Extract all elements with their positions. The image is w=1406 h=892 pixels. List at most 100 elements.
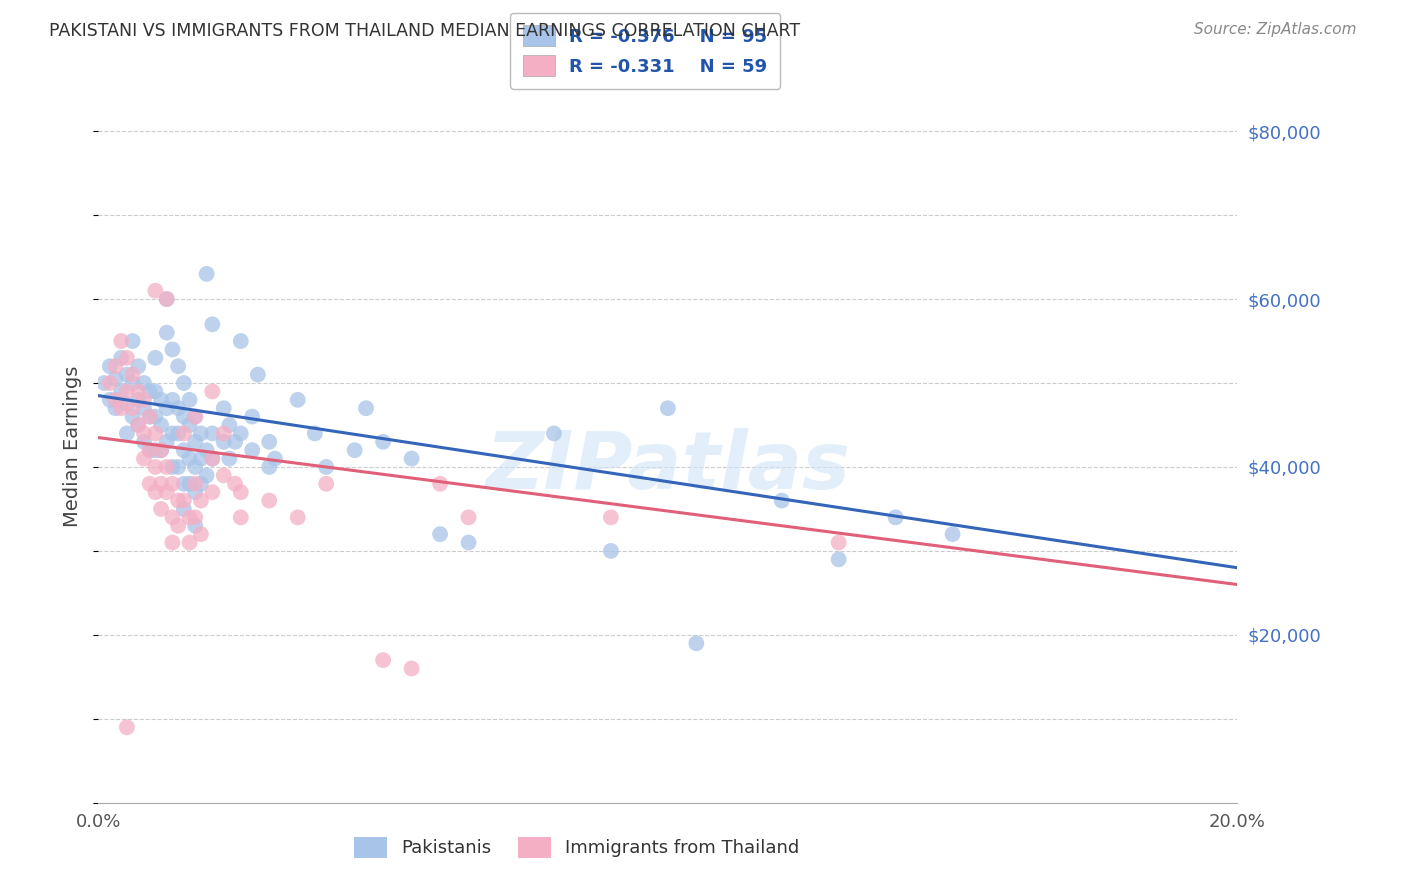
Point bbox=[156, 292, 179, 306]
Point bbox=[173, 493, 195, 508]
Point bbox=[110, 351, 132, 365]
Point bbox=[429, 527, 451, 541]
Point bbox=[884, 510, 907, 524]
Point bbox=[138, 443, 160, 458]
Point bbox=[145, 351, 167, 365]
Point bbox=[104, 372, 127, 386]
Point bbox=[167, 493, 190, 508]
Point bbox=[173, 476, 195, 491]
Point bbox=[229, 426, 252, 441]
Point bbox=[138, 476, 160, 491]
Point bbox=[246, 368, 269, 382]
Point bbox=[343, 443, 366, 458]
Point bbox=[115, 351, 138, 365]
Point bbox=[145, 485, 167, 500]
Point bbox=[685, 636, 707, 650]
Point bbox=[195, 468, 218, 483]
Point bbox=[600, 544, 623, 558]
Point bbox=[138, 409, 160, 424]
Point bbox=[173, 502, 195, 516]
Point bbox=[240, 443, 263, 458]
Point bbox=[942, 527, 965, 541]
Point bbox=[167, 401, 190, 416]
Point bbox=[401, 451, 423, 466]
Point bbox=[212, 468, 235, 483]
Point bbox=[167, 518, 190, 533]
Point bbox=[98, 392, 121, 407]
Point bbox=[401, 661, 423, 675]
Point bbox=[173, 376, 195, 390]
Point bbox=[184, 476, 207, 491]
Point bbox=[98, 376, 121, 390]
Point bbox=[315, 476, 337, 491]
Point bbox=[224, 476, 246, 491]
Text: Source: ZipAtlas.com: Source: ZipAtlas.com bbox=[1194, 22, 1357, 37]
Point bbox=[150, 502, 173, 516]
Point bbox=[167, 426, 190, 441]
Point bbox=[121, 401, 143, 416]
Point bbox=[138, 384, 160, 399]
Point bbox=[121, 334, 143, 348]
Point bbox=[179, 535, 201, 549]
Point bbox=[184, 485, 207, 500]
Point bbox=[240, 409, 263, 424]
Point bbox=[115, 426, 138, 441]
Point bbox=[115, 397, 138, 411]
Point bbox=[110, 401, 132, 416]
Point bbox=[287, 510, 309, 524]
Point bbox=[657, 401, 679, 416]
Point bbox=[127, 417, 149, 432]
Text: PAKISTANI VS IMMIGRANTS FROM THAILAND MEDIAN EARNINGS CORRELATION CHART: PAKISTANI VS IMMIGRANTS FROM THAILAND ME… bbox=[49, 22, 800, 40]
Point bbox=[828, 535, 851, 549]
Point bbox=[156, 326, 179, 340]
Point bbox=[104, 359, 127, 374]
Point bbox=[218, 451, 240, 466]
Point bbox=[190, 426, 212, 441]
Point bbox=[190, 451, 212, 466]
Point bbox=[150, 392, 173, 407]
Point bbox=[184, 460, 207, 475]
Point bbox=[373, 434, 395, 449]
Point bbox=[132, 434, 155, 449]
Point bbox=[162, 535, 184, 549]
Point bbox=[162, 510, 184, 524]
Point bbox=[190, 476, 212, 491]
Point bbox=[145, 460, 167, 475]
Point bbox=[173, 443, 195, 458]
Point bbox=[162, 476, 184, 491]
Point bbox=[201, 485, 224, 500]
Point bbox=[156, 292, 179, 306]
Legend: Pakistanis, Immigrants from Thailand: Pakistanis, Immigrants from Thailand bbox=[347, 830, 807, 865]
Point bbox=[121, 376, 143, 390]
Point bbox=[184, 434, 207, 449]
Point bbox=[145, 443, 167, 458]
Point bbox=[110, 334, 132, 348]
Point bbox=[184, 518, 207, 533]
Point bbox=[156, 434, 179, 449]
Point bbox=[201, 451, 224, 466]
Point bbox=[138, 443, 160, 458]
Point bbox=[201, 426, 224, 441]
Point bbox=[127, 384, 149, 399]
Point bbox=[224, 434, 246, 449]
Point bbox=[218, 417, 240, 432]
Point bbox=[162, 343, 184, 357]
Point bbox=[179, 451, 201, 466]
Point bbox=[132, 451, 155, 466]
Point bbox=[132, 392, 155, 407]
Point bbox=[543, 426, 565, 441]
Point bbox=[127, 359, 149, 374]
Point bbox=[212, 401, 235, 416]
Point bbox=[184, 510, 207, 524]
Point bbox=[156, 485, 179, 500]
Point bbox=[150, 417, 173, 432]
Point bbox=[190, 493, 212, 508]
Point bbox=[195, 443, 218, 458]
Point bbox=[115, 384, 138, 399]
Point bbox=[93, 376, 115, 390]
Point bbox=[145, 284, 167, 298]
Point bbox=[373, 653, 395, 667]
Point bbox=[354, 401, 377, 416]
Point bbox=[457, 535, 479, 549]
Y-axis label: Median Earnings: Median Earnings bbox=[63, 366, 83, 526]
